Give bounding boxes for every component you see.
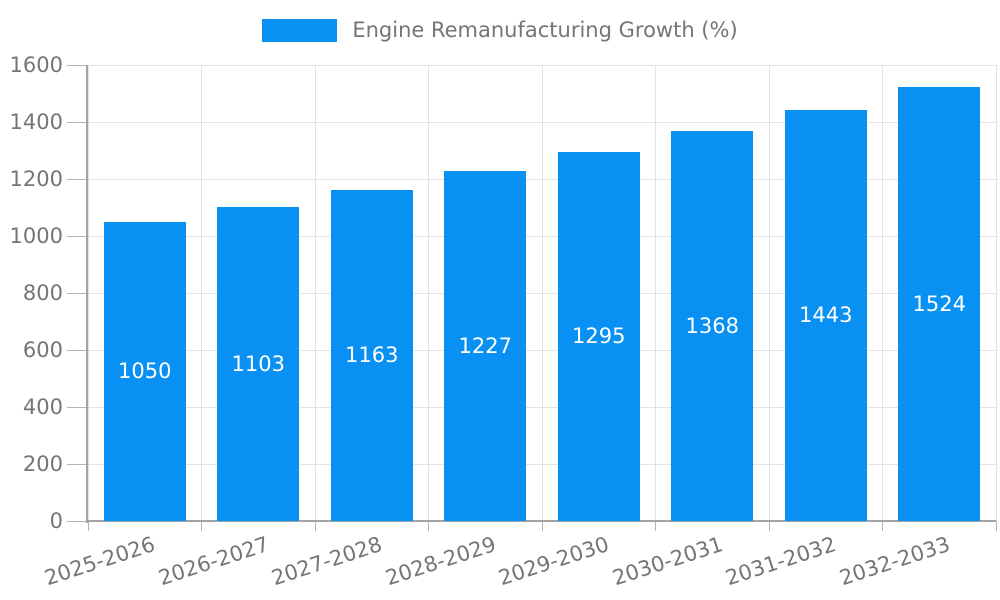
bar [898, 86, 981, 521]
y-tick-label: 400 [22, 395, 63, 419]
y-axis-tick [67, 292, 87, 294]
x-tick-label: 2030-2031 [609, 532, 726, 591]
bar-value-label: 1163 [345, 343, 399, 368]
x-axis-tick [995, 521, 997, 531]
x-axis-tick [655, 521, 656, 531]
x-axis-tick [87, 521, 89, 531]
x-tick-label: 2025-2026 [41, 532, 159, 591]
x-axis-tick [768, 521, 770, 531]
x-tick-label: 2032-2033 [836, 532, 953, 591]
x-tick-label: 2031-2032 [722, 532, 840, 591]
y-axis-tick [67, 463, 87, 465]
y-axis-tick [67, 235, 87, 237]
bar [217, 206, 300, 521]
bar-value-label: 1050 [118, 359, 172, 384]
bar [557, 151, 640, 521]
y-axis-tick [67, 349, 87, 351]
y-tick-label: 1400 [9, 110, 63, 134]
gridline-vertical [655, 65, 656, 521]
legend-label: Engine Remanufacturing Growth (%) [352, 18, 738, 42]
legend[interactable]: Engine Remanufacturing Growth (%) [0, 18, 1000, 43]
y-tick-label: 600 [22, 338, 63, 362]
gridline-vertical [768, 65, 770, 521]
gridline-vertical [314, 65, 316, 521]
y-tick-label: 1200 [9, 167, 63, 191]
x-axis-line [86, 520, 996, 522]
bar-value-label: 1443 [799, 303, 853, 328]
y-axis-tick [67, 121, 87, 123]
bar-value-label: 1524 [912, 291, 966, 316]
x-axis-tick [314, 521, 316, 531]
x-tick-label: 2028-2029 [382, 532, 499, 591]
y-tick-label: 1600 [9, 53, 63, 77]
bar [784, 109, 867, 521]
bar-value-label: 1227 [458, 334, 512, 359]
gridline-vertical [541, 65, 543, 521]
gridline-vertical [201, 65, 202, 521]
y-tick-label: 200 [22, 452, 63, 476]
y-tick-label: 800 [22, 281, 63, 305]
y-axis-line [86, 65, 88, 523]
y-tick-label: 1000 [9, 224, 63, 248]
y-axis-tick [67, 406, 87, 408]
bar-value-label: 1368 [685, 314, 739, 339]
x-axis-tick [201, 521, 202, 531]
x-tick-label: 2026-2027 [155, 532, 272, 591]
x-axis-tick [428, 521, 429, 531]
x-tick-label: 2029-2030 [495, 532, 613, 591]
y-axis-tick [67, 64, 87, 66]
gridline-vertical [428, 65, 429, 521]
gridline-vertical [87, 65, 89, 521]
bar-value-label: 1295 [572, 324, 626, 349]
bar [671, 131, 754, 521]
y-axis-tick [67, 520, 87, 522]
y-tick-label: 0 [49, 509, 63, 533]
gridline-vertical [995, 65, 997, 521]
bar [444, 171, 527, 521]
legend-swatch-icon [262, 19, 338, 43]
bar-value-label: 1103 [231, 351, 285, 376]
y-axis-tick [67, 178, 87, 180]
gridline-vertical [882, 65, 883, 521]
bar [103, 221, 186, 521]
bar [330, 189, 413, 521]
x-axis-tick [541, 521, 543, 531]
x-axis-tick [882, 521, 883, 531]
x-tick-label: 2027-2028 [268, 532, 386, 591]
